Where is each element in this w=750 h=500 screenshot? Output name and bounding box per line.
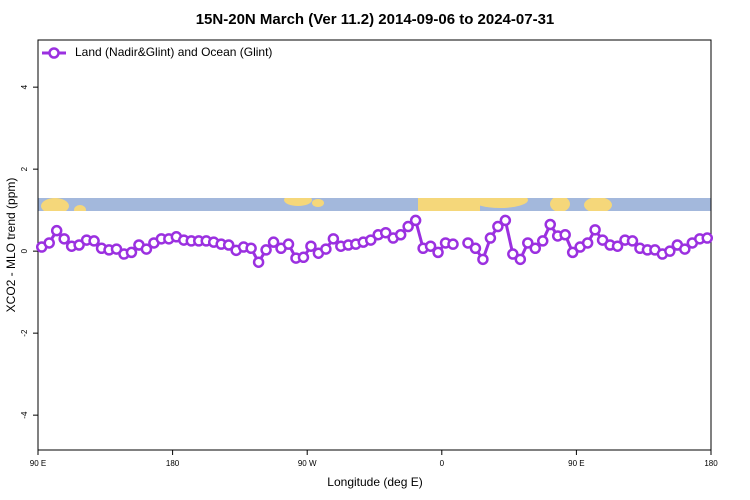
- data-point: [50, 224, 63, 237]
- data-point: [305, 240, 317, 252]
- data-point: [581, 237, 594, 249]
- data-point: [484, 232, 497, 244]
- data-point: [58, 233, 70, 245]
- data-point: [394, 229, 407, 241]
- data-point: [589, 224, 601, 236]
- data-point: [537, 235, 549, 247]
- x-tick-label: 90 E: [568, 459, 584, 468]
- data-point: [477, 253, 489, 266]
- data-point: [596, 234, 609, 246]
- data-point: [327, 233, 340, 245]
- chart-title: 15N-20N March (Ver 11.2) 2014-09-06 to 2…: [196, 11, 555, 28]
- data-point: [260, 244, 272, 256]
- data-point: [409, 214, 422, 227]
- data-point: [432, 246, 444, 259]
- map-strip: [38, 198, 711, 211]
- x-tick-label: 90 E: [30, 459, 46, 468]
- data-point: [320, 243, 332, 255]
- x-tick-label: 90 W: [298, 459, 317, 468]
- data-point: [222, 239, 235, 251]
- data-point: [664, 245, 676, 257]
- data-point: [282, 238, 295, 250]
- data-point: [522, 237, 534, 249]
- x-tick-label: 180: [166, 459, 180, 468]
- data-point: [507, 248, 519, 260]
- data-point: [43, 237, 55, 249]
- data-point: [140, 243, 153, 255]
- data-point: [679, 243, 691, 255]
- data-point: [566, 246, 579, 259]
- data-point: [447, 238, 459, 250]
- data-point: [469, 242, 482, 255]
- data-point: [514, 253, 527, 266]
- data-point: [611, 240, 624, 252]
- y-axis-label: XCO2 - MLO trend (ppm): [4, 178, 18, 313]
- data-point: [701, 232, 714, 244]
- y-tick-label: 0: [20, 248, 29, 253]
- data-point: [73, 239, 85, 251]
- y-tick-label: -2: [20, 329, 29, 337]
- data-point: [88, 235, 100, 247]
- y-tick-label: 4: [20, 84, 29, 89]
- legend-marker: [48, 47, 60, 59]
- data-point: [402, 220, 414, 233]
- data-point: [559, 229, 571, 241]
- data-point: [245, 242, 257, 255]
- data-point: [297, 251, 310, 264]
- data-point: [626, 235, 639, 247]
- data-point: [544, 218, 556, 231]
- data-point: [110, 243, 123, 255]
- data-point: [379, 226, 392, 239]
- data-point: [492, 220, 504, 233]
- data-point: [365, 234, 377, 246]
- data-point: [252, 256, 265, 268]
- x-axis-label: Longitude (deg E): [327, 475, 422, 489]
- data-point: [267, 236, 280, 248]
- data-point: [499, 214, 512, 227]
- x-tick-label: 180: [704, 459, 718, 468]
- y-tick-label: -4: [20, 411, 29, 419]
- data-point: [462, 237, 474, 249]
- data-point: [125, 246, 138, 259]
- legend-label: Land (Nadir&Glint) and Ocean (Glint): [75, 45, 272, 59]
- data-point: [424, 240, 437, 252]
- y-tick-label: 2: [20, 166, 29, 171]
- x-tick-label: 0: [440, 459, 445, 468]
- data-point: [529, 242, 542, 255]
